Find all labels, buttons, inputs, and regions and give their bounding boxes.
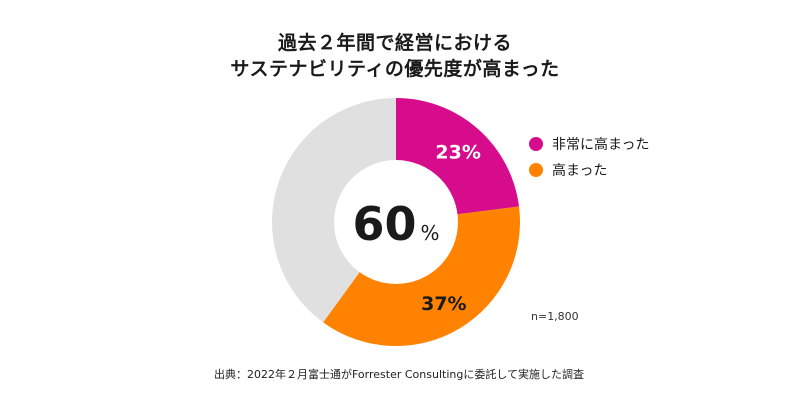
legend: 非常に高まった 高まった xyxy=(529,131,649,183)
source-note: 出典：2022年２月富士通がForrester Consultingに委託して実… xyxy=(214,368,584,381)
legend-item-very-increased: 非常に高まった xyxy=(529,131,649,157)
legend-label: 非常に高まった xyxy=(552,137,650,153)
slice-data-label: 23% xyxy=(435,141,480,163)
chart-title-line-2: サステナビリティの優先度が高まった xyxy=(230,58,560,80)
slice-data-label: 37% xyxy=(421,293,466,315)
sample-size-label: n=1,800 xyxy=(531,310,579,323)
center-unit: % xyxy=(421,221,440,245)
center-value: 60 xyxy=(352,197,416,251)
legend-label: 高まった xyxy=(552,163,608,179)
donut-hole xyxy=(334,160,458,284)
legend-swatch xyxy=(529,137,543,151)
center-total-label: 60% xyxy=(352,197,439,251)
donut-chart: 23% 37% 60% xyxy=(272,98,520,346)
chart-title-line-1: 過去２年間で経営における xyxy=(277,32,512,54)
legend-item-increased: 高まった xyxy=(529,157,649,183)
donut-slice-2 xyxy=(272,98,396,323)
legend-swatch xyxy=(529,163,543,177)
